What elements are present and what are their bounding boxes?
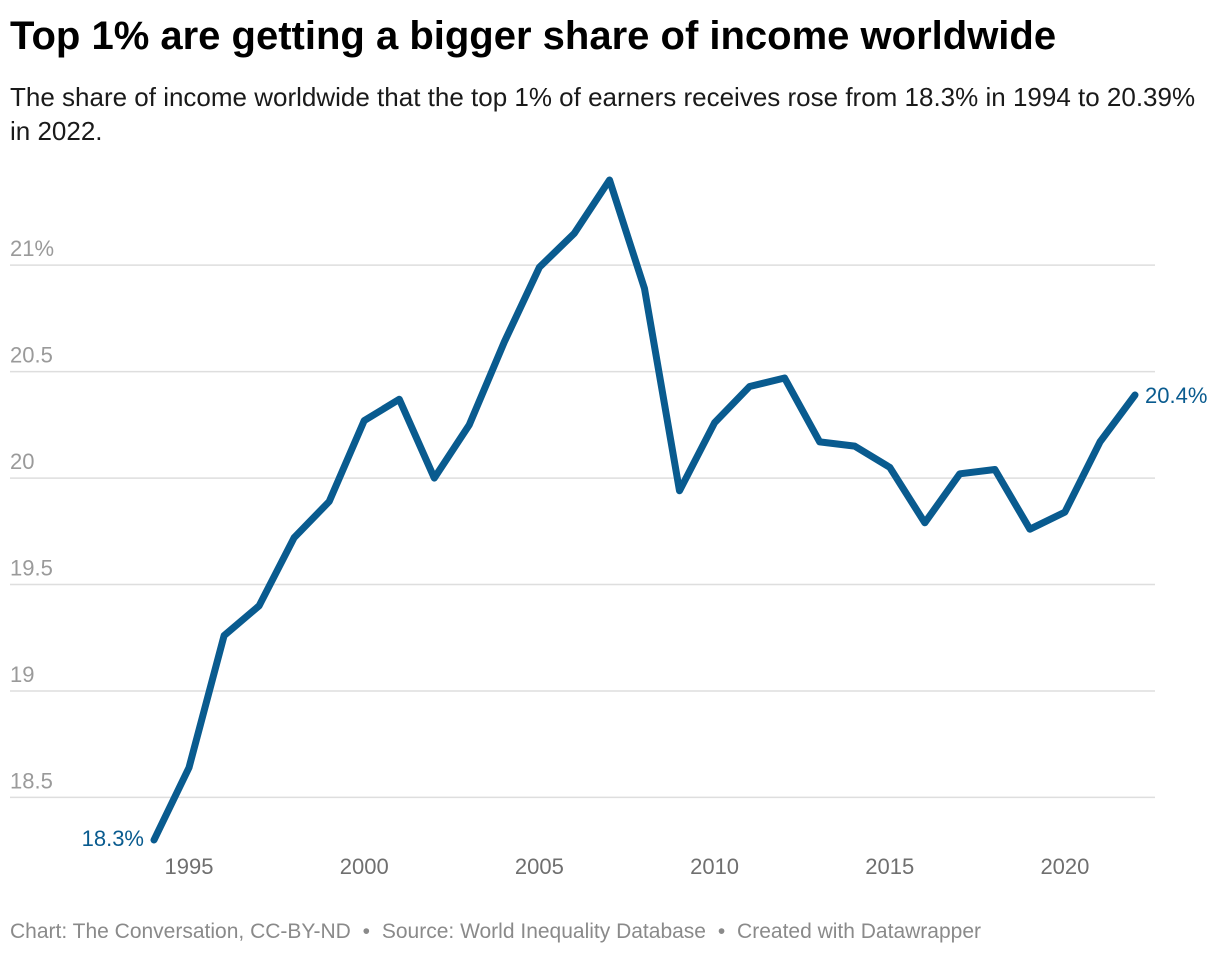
grid-layer bbox=[10, 264, 1155, 799]
annotation-layer: 18.3% 20.4% bbox=[82, 383, 1208, 851]
data-point bbox=[851, 443, 858, 450]
series-line bbox=[150, 176, 1139, 844]
data-point bbox=[1061, 509, 1068, 516]
y-tick-label: 20 bbox=[10, 449, 34, 474]
data-point bbox=[291, 534, 298, 541]
line-chart: 18.5 19 19.5 20 20.5 21% 1995 2000 2005 2010 2015… bbox=[10, 176, 1208, 879]
data-point bbox=[501, 338, 508, 345]
data-point bbox=[151, 837, 158, 844]
data-point bbox=[1132, 392, 1139, 399]
y-tick-label: 20.5 bbox=[10, 343, 53, 368]
data-point bbox=[256, 602, 263, 609]
y-tick-label: 21% bbox=[10, 236, 54, 261]
data-point bbox=[606, 177, 613, 184]
data-point bbox=[361, 417, 368, 424]
footer-separator: • bbox=[362, 920, 371, 943]
value-label: 18.3% bbox=[82, 826, 144, 851]
data-point bbox=[921, 519, 928, 526]
data-point bbox=[746, 383, 753, 390]
chart-title: Top 1% are getting a bigger share of inc… bbox=[10, 14, 1057, 58]
data-point bbox=[536, 264, 543, 271]
y-axis-labels: 18.5 19 19.5 20 20.5 21% bbox=[10, 236, 54, 793]
x-axis-labels: 1995 2000 2005 2010 2015 2020 bbox=[165, 854, 1090, 879]
data-point bbox=[886, 464, 893, 471]
footer-credit: Chart: The Conversation, CC-BY-ND bbox=[10, 920, 351, 943]
x-tick-label: 2020 bbox=[1040, 854, 1089, 879]
data-point bbox=[396, 396, 403, 403]
chart-footer: Chart: The Conversation, CC-BY-ND • Sour… bbox=[10, 918, 981, 946]
data-point bbox=[1096, 438, 1103, 445]
data-point bbox=[641, 285, 648, 292]
value-label: 20.4% bbox=[1145, 383, 1207, 408]
data-point bbox=[431, 475, 438, 482]
data-point bbox=[676, 487, 683, 494]
data-point bbox=[1026, 526, 1033, 533]
footer-source: Source: World Inequality Database bbox=[381, 920, 706, 943]
data-point bbox=[221, 632, 228, 639]
x-tick-label: 2010 bbox=[690, 854, 739, 879]
data-point bbox=[781, 375, 788, 382]
series-layer bbox=[150, 176, 1139, 844]
data-point bbox=[466, 421, 473, 428]
data-point bbox=[956, 470, 963, 477]
footer-separator: • bbox=[717, 920, 726, 943]
data-point bbox=[186, 764, 193, 771]
data-point bbox=[816, 438, 823, 445]
data-point bbox=[571, 230, 578, 237]
footer-tool: Created with Datawrapper bbox=[737, 920, 981, 943]
y-tick-label: 19.5 bbox=[10, 556, 53, 581]
y-tick-label: 18.5 bbox=[10, 768, 53, 793]
data-point bbox=[711, 419, 718, 426]
x-tick-label: 2000 bbox=[340, 854, 389, 879]
x-tick-label: 1995 bbox=[165, 854, 214, 879]
x-tick-label: 2005 bbox=[515, 854, 564, 879]
data-point bbox=[991, 466, 998, 473]
y-tick-label: 19 bbox=[10, 662, 34, 687]
x-tick-label: 2015 bbox=[865, 854, 914, 879]
data-point bbox=[326, 498, 333, 505]
chart-subtitle: The share of income worldwide that the t… bbox=[10, 82, 1196, 146]
